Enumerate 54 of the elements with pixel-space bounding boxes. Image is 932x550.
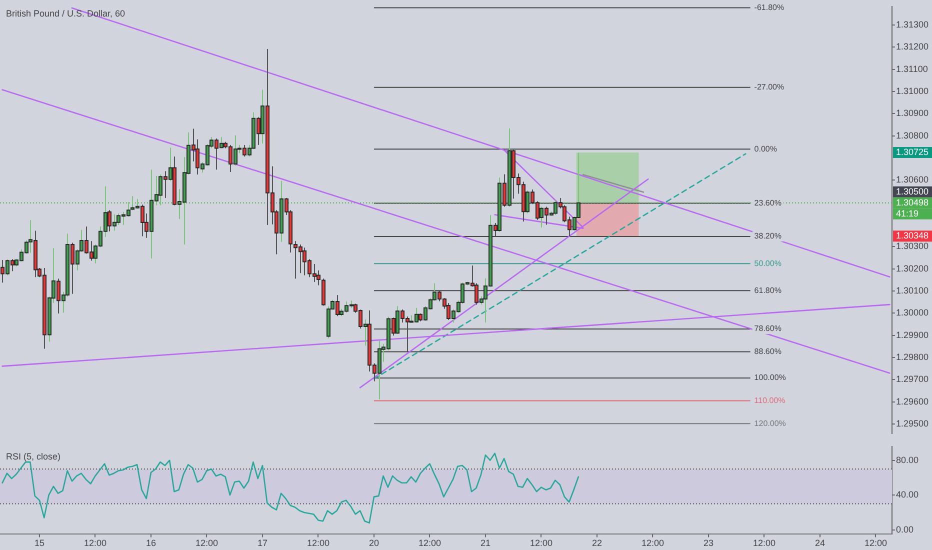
annotation: 78.60% [754, 324, 782, 334]
x-tick-label: 12:00 [306, 538, 330, 548]
x-tick-label: 21 [480, 538, 490, 548]
y-tick-label: 80.00 [896, 454, 919, 465]
text: RSI (5, close) [6, 451, 61, 462]
y-tick-label: 1.29900 [896, 330, 929, 340]
y-tick-label: 1.31200 [896, 42, 929, 52]
text: 1.30725 [896, 146, 929, 157]
ref-line-label: 1.30498 [896, 197, 929, 208]
annotation: 100.00% [754, 373, 786, 382]
x-tick-label: 12:00 [864, 538, 888, 548]
x-tick-label: 12:00 [752, 538, 776, 548]
y-tick-label: 1.30900 [896, 108, 929, 118]
x-tick-label: 20 [368, 538, 379, 548]
y-tick-label: 1.29500 [896, 418, 929, 429]
y-tick-label: 1.29800 [896, 352, 929, 362]
y-tick-label: 1.29700 [896, 374, 929, 384]
text: 1.30500 [896, 186, 929, 196]
y-tick-label: 1.30600 [896, 174, 929, 185]
x-tick-label: 12:00 [530, 538, 553, 548]
y-tick-label: 1.30300 [896, 241, 929, 252]
y-tick-label: 1.30800 [896, 130, 929, 140]
text: 41:19 [896, 208, 919, 218]
annotation: 120.00% [754, 418, 786, 428]
annotation: 38.20% [754, 232, 782, 241]
x-tick-label: 12:00 [641, 538, 664, 548]
x-tick-label: 23 [703, 538, 714, 548]
y-tick-label: 1.31100 [896, 64, 928, 74]
x-tick-label: 12:00 [418, 538, 442, 548]
x-tick-label: 17 [257, 538, 268, 548]
annotation: 0.00% [754, 144, 777, 154]
x-tick-label: 12:00 [84, 538, 107, 548]
y-tick-label: 1.30100 [896, 286, 929, 296]
annotation: -27.00% [754, 82, 784, 92]
x-tick-label: 24 [814, 538, 825, 548]
y-tick-label: 1.31000 [896, 86, 929, 96]
annotation: 61.80% [754, 286, 782, 295]
annotation: -61.80% [754, 2, 784, 12]
y-tick-label: 1.30200 [896, 263, 929, 274]
annotation: 23.60% [754, 198, 782, 208]
annotation: 88.60% [754, 347, 782, 356]
chart-title: British Pound / U.S. Dollar, 60 [6, 8, 126, 18]
text: 1.30348 [896, 230, 929, 241]
annotation: 110.00% [754, 396, 786, 405]
y-tick-label: 0.00 [896, 524, 914, 534]
x-tick-label: 15 [34, 538, 44, 548]
y-tick-label: 40.00 [896, 490, 919, 500]
y-tick-label: 1.30000 [896, 308, 929, 318]
annotation: 50.00% [754, 258, 782, 268]
y-tick-label: 1.29600 [896, 396, 929, 406]
x-tick-label: 16 [146, 538, 156, 548]
x-tick-label: 12:00 [195, 538, 218, 548]
x-tick-label: 22 [592, 538, 602, 548]
y-tick-label: 1.31300 [896, 20, 929, 30]
